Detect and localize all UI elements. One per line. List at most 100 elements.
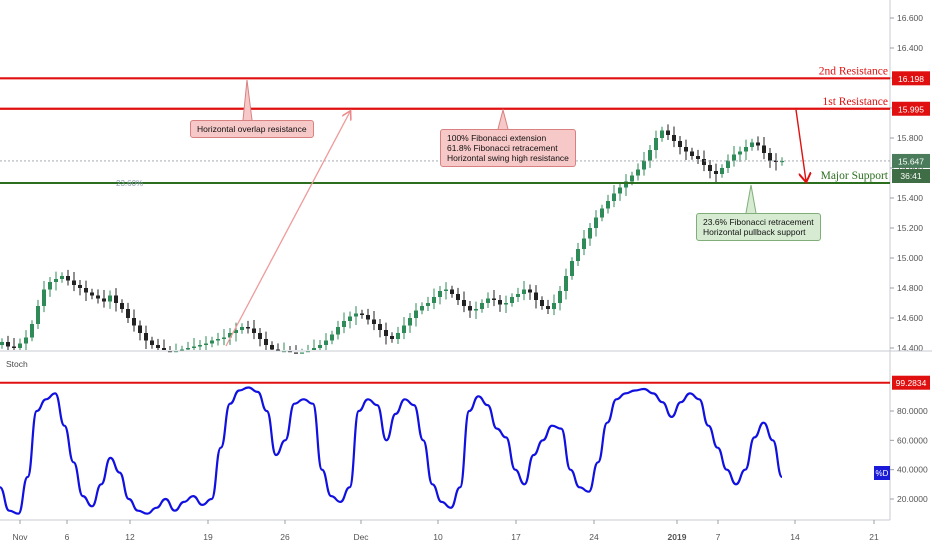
candle-body xyxy=(114,295,118,303)
candle-body xyxy=(588,228,592,239)
candle-body xyxy=(282,351,286,353)
annotation-fibonacci-extension[interactable]: 100% Fibonacci extension 61.8% Fibonacci… xyxy=(440,129,576,167)
stoch-d-line[interactable] xyxy=(0,386,784,515)
annotation-line: Horizontal swing high resistance xyxy=(447,153,569,163)
candle-body xyxy=(312,348,316,350)
candle-body xyxy=(654,138,658,150)
candle-body xyxy=(90,292,94,296)
candle-body xyxy=(570,261,574,276)
candle-body xyxy=(12,346,16,348)
price-badge xyxy=(892,71,930,86)
candle-body xyxy=(708,165,712,171)
price-axis-label: 14.400 xyxy=(897,343,923,353)
expected-move-arrow[interactable] xyxy=(795,109,806,181)
candle-body xyxy=(672,135,676,141)
candle-body xyxy=(54,279,58,282)
candle-body xyxy=(414,310,418,318)
current-price-badge xyxy=(892,153,930,168)
candle-body xyxy=(594,217,598,228)
candle-body xyxy=(378,324,382,330)
candle-body xyxy=(72,280,76,285)
candle-body xyxy=(210,340,214,344)
candle-body xyxy=(144,333,148,341)
candle-body xyxy=(306,351,310,353)
callout-pointer xyxy=(497,108,509,130)
time-axis-label: 12 xyxy=(125,532,135,542)
candle-body xyxy=(582,238,586,249)
candle-body xyxy=(342,321,346,327)
candle-body xyxy=(264,339,268,345)
candle-body xyxy=(432,297,436,303)
candle-body xyxy=(444,289,448,291)
candle-body xyxy=(510,297,514,303)
candle-body xyxy=(468,306,472,311)
annotation-line: Horizontal pullback support xyxy=(703,227,806,237)
price-axis-label: 16.400 xyxy=(897,43,923,53)
candle-body xyxy=(24,337,28,344)
annotation-pullback-support[interactable]: 23.6% Fibonacci retracement Horizontal p… xyxy=(696,213,821,241)
candle-body xyxy=(216,339,220,341)
candle-body xyxy=(450,289,454,294)
candle-body xyxy=(252,328,256,333)
stoch-current-badge xyxy=(874,466,890,480)
candle-body xyxy=(234,330,238,333)
candle-body xyxy=(336,327,340,335)
candle-body xyxy=(324,340,328,345)
major-support-label: Major Support xyxy=(821,170,889,182)
time-axis-label: 6 xyxy=(65,532,70,542)
candle-body xyxy=(192,346,196,348)
candle-body xyxy=(696,156,700,159)
candle-body xyxy=(504,303,508,305)
projection-arrow[interactable] xyxy=(225,112,350,347)
time-axis-label: 7 xyxy=(716,532,721,542)
candle-body xyxy=(120,303,124,309)
candle-body xyxy=(546,306,550,309)
time-axis-label: 26 xyxy=(280,532,290,542)
candle-body xyxy=(204,343,208,345)
candle-body xyxy=(552,303,556,309)
candle-body xyxy=(240,327,244,330)
annotation-horizontal-overlap[interactable]: Horizontal overlap resistance xyxy=(190,120,314,138)
candle-body xyxy=(330,334,334,341)
candle-body xyxy=(528,289,532,293)
candle-body xyxy=(666,130,670,135)
candle-body xyxy=(636,169,640,176)
candle-body xyxy=(768,153,772,161)
annotation-line: 61.8% Fibonacci retracement xyxy=(447,143,558,153)
osc-axis-label: 80.0000 xyxy=(897,406,928,416)
candle-body xyxy=(606,201,610,209)
candle-body xyxy=(456,294,460,300)
osc-axis-label: 60.0000 xyxy=(897,435,928,445)
price-badge xyxy=(892,101,930,116)
candle-body xyxy=(684,147,688,152)
candle-body xyxy=(162,348,166,350)
candle-body xyxy=(624,181,628,188)
price-badge-text: 15.995 xyxy=(898,104,924,114)
indicator-label[interactable]: Stoch xyxy=(6,359,28,369)
price-axis-label: 15.000 xyxy=(897,253,923,263)
candle-body xyxy=(198,345,202,347)
candle-body xyxy=(174,351,178,353)
candle-body xyxy=(612,193,616,201)
time-axis: Nov 6 12 19 26 Dec 10 17 24 2019 7 14 21 xyxy=(0,519,890,542)
countdown-badge xyxy=(892,169,930,183)
candle-body xyxy=(732,154,736,161)
candle-body xyxy=(258,333,262,339)
stoch-reference-text: 99.2834 xyxy=(896,378,927,388)
candle-body xyxy=(156,345,160,348)
candle-body xyxy=(276,349,280,351)
annotation-line: Horizontal overlap resistance xyxy=(197,124,307,134)
time-axis-label: 19 xyxy=(203,532,213,542)
time-axis-label: 24 xyxy=(589,532,599,542)
candle-body xyxy=(108,295,112,302)
candle-body xyxy=(750,142,754,147)
price-pane: 16.60016.40016.20016.00015.80015.60015.4… xyxy=(0,0,930,520)
price-axis-label: 15.800 xyxy=(897,133,923,143)
candle-body xyxy=(78,285,82,288)
candle-body xyxy=(222,337,226,339)
candle-body xyxy=(150,340,154,345)
candle-body xyxy=(630,175,634,182)
candle-body xyxy=(408,318,412,326)
candle-body xyxy=(426,303,430,306)
candle-body xyxy=(390,336,394,339)
